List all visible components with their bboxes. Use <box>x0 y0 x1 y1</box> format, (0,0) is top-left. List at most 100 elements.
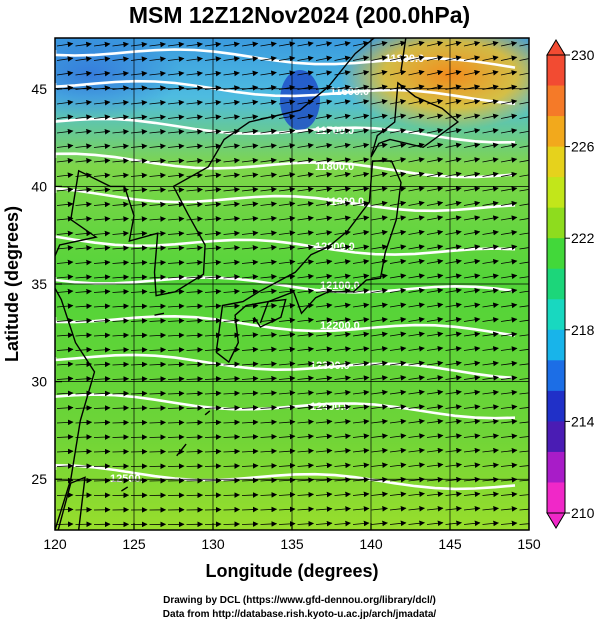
wind-arrow <box>445 447 462 454</box>
wind-arrow <box>334 40 351 47</box>
wind-arrow <box>426 418 444 425</box>
wind-arrow <box>204 303 222 309</box>
wind-arrow <box>426 375 444 381</box>
wind-arrow <box>186 230 203 237</box>
wind-arrow <box>500 215 518 221</box>
wind-arrow <box>315 99 333 105</box>
wind-arrow <box>297 404 314 411</box>
wind-arrow <box>371 506 388 512</box>
wind-arrow <box>278 491 296 498</box>
wind-arrow <box>186 303 204 310</box>
wind-arrow <box>186 56 203 62</box>
wind-arrow <box>167 390 185 397</box>
wind-arrow <box>149 405 167 411</box>
wind-arrow <box>130 274 148 281</box>
wind-arrow <box>149 259 167 266</box>
wind-arrow <box>297 273 314 280</box>
wind-arrow <box>389 491 407 498</box>
wind-arrow <box>260 477 278 484</box>
wind-arrow <box>130 172 148 179</box>
wind-arrow <box>500 477 518 483</box>
wind-arrow <box>297 157 314 164</box>
wind-arrow <box>371 389 388 396</box>
wind-arrow <box>500 462 518 469</box>
wind-arrow <box>112 376 130 382</box>
wind-arrow <box>223 128 240 135</box>
wind-arrow <box>149 318 167 324</box>
wind-arrow <box>389 418 407 425</box>
wind-arrow <box>500 433 518 440</box>
wind-arrow <box>260 244 277 251</box>
wind-arrow <box>315 477 333 483</box>
wind-arrow <box>519 261 529 264</box>
wind-arrow <box>463 433 481 439</box>
wind-arrow <box>463 98 481 105</box>
wind-arrow <box>352 389 370 396</box>
wind-arrow <box>352 40 370 47</box>
wind-arrow <box>204 216 222 222</box>
wind-arrow <box>445 273 462 279</box>
wind-arrow <box>223 332 241 338</box>
wind-arrow <box>408 433 425 439</box>
wind-arrow <box>371 55 388 61</box>
wind-arrow <box>204 332 222 339</box>
wind-arrow <box>204 187 222 193</box>
wind-arrow <box>463 157 481 163</box>
wind-arrow <box>241 85 259 91</box>
wind-arrow <box>463 418 481 425</box>
wind-arrow <box>315 157 333 163</box>
wind-arrow <box>500 229 518 236</box>
wind-arrow <box>56 477 74 484</box>
wind-arrow <box>445 505 462 512</box>
wind-arrow <box>167 376 185 382</box>
wind-arrow <box>167 143 185 150</box>
wind-arrow <box>260 172 277 178</box>
wind-arrow <box>260 390 277 396</box>
wind-arrow <box>482 70 499 76</box>
wind-arrow <box>112 201 129 208</box>
wind-arrow <box>389 55 407 61</box>
wind-arrow <box>241 99 259 106</box>
wind-arrow <box>223 492 241 498</box>
wind-arrow <box>500 418 518 425</box>
wind-arrow <box>519 145 529 148</box>
wind-arrow <box>482 404 499 410</box>
wind-arrow <box>297 462 314 469</box>
wind-arrow <box>278 114 296 120</box>
wind-arrow <box>445 491 462 497</box>
wind-arrow <box>334 506 351 512</box>
wind-arrow <box>223 172 240 179</box>
wind-arrow <box>297 113 314 120</box>
wind-arrow <box>371 404 388 410</box>
contour-label: 12200.0 <box>320 320 360 332</box>
wind-arrow <box>334 142 351 149</box>
x-tick-label: 120 <box>43 536 67 552</box>
wind-arrow <box>371 142 388 149</box>
wind-arrow <box>389 433 407 439</box>
wind-arrow <box>75 317 93 324</box>
wind-arrow <box>334 346 351 352</box>
coastline <box>204 410 211 416</box>
wind-arrow <box>112 419 130 426</box>
wind-arrow <box>75 114 92 120</box>
x-tick-label: 145 <box>438 536 462 552</box>
wind-arrow <box>371 462 388 468</box>
wind-arrow <box>519 290 529 293</box>
wind-arrow <box>260 259 277 266</box>
wind-arrow <box>130 332 148 339</box>
wind-arrow <box>463 346 481 352</box>
contour-line <box>55 79 516 106</box>
wind-arrow <box>482 215 499 221</box>
wind-arrow <box>56 259 74 266</box>
wind-arrow <box>223 216 240 222</box>
wind-arrow <box>315 389 333 396</box>
wind-arrow <box>204 477 222 484</box>
wind-arrow <box>482 433 499 439</box>
wind-arrow <box>408 127 425 134</box>
wind-arrow <box>426 287 444 294</box>
contour-label: 12100.0 <box>320 280 360 292</box>
wind-arrow <box>334 520 351 527</box>
wind-arrow <box>149 230 166 237</box>
wind-arrow <box>482 418 499 425</box>
wind-arrow <box>426 244 444 250</box>
